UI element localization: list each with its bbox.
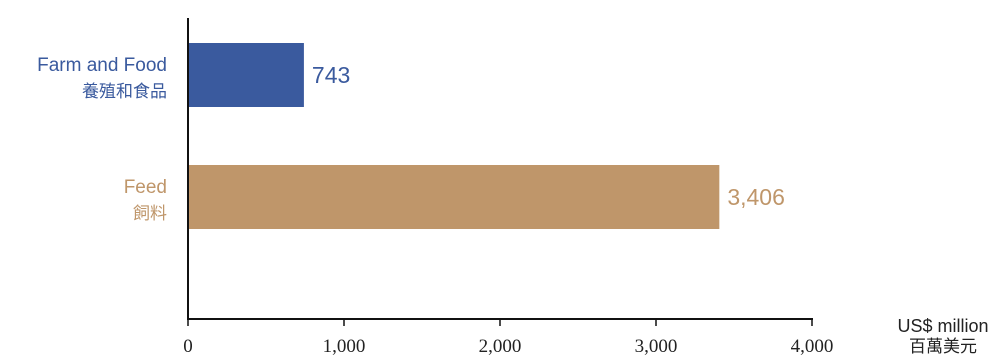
unit-label-en: US$ million [897, 316, 988, 336]
x-tick-label-1: 1,000 [323, 336, 366, 357]
x-tick-label-3: 3,000 [635, 336, 678, 357]
x-axis-ticks: 0 1,000 2,000 3,000 4,000 [183, 319, 833, 357]
labels-layer: 743 Farm and Food 養殖和食品 3,406 Feed 飼料 [37, 55, 785, 224]
x-tick-label-2: 2,000 [479, 336, 522, 357]
bar-1 [188, 43, 304, 107]
category-label-zh-1: 養殖和食品 [82, 82, 167, 102]
x-tick-label-4: 4,000 [791, 336, 834, 357]
category-label-zh-2: 飼料 [133, 204, 167, 224]
bars-layer [188, 43, 720, 229]
value-label-2: 3,406 [727, 184, 785, 210]
category-label-en-2: Feed [124, 177, 167, 198]
value-label-1: 743 [312, 62, 350, 88]
unit-label-zh: 百萬美元 [909, 337, 977, 357]
category-label-en-1: Farm and Food [37, 55, 167, 76]
x-tick-label-0: 0 [183, 336, 193, 357]
bar-2 [188, 165, 720, 229]
